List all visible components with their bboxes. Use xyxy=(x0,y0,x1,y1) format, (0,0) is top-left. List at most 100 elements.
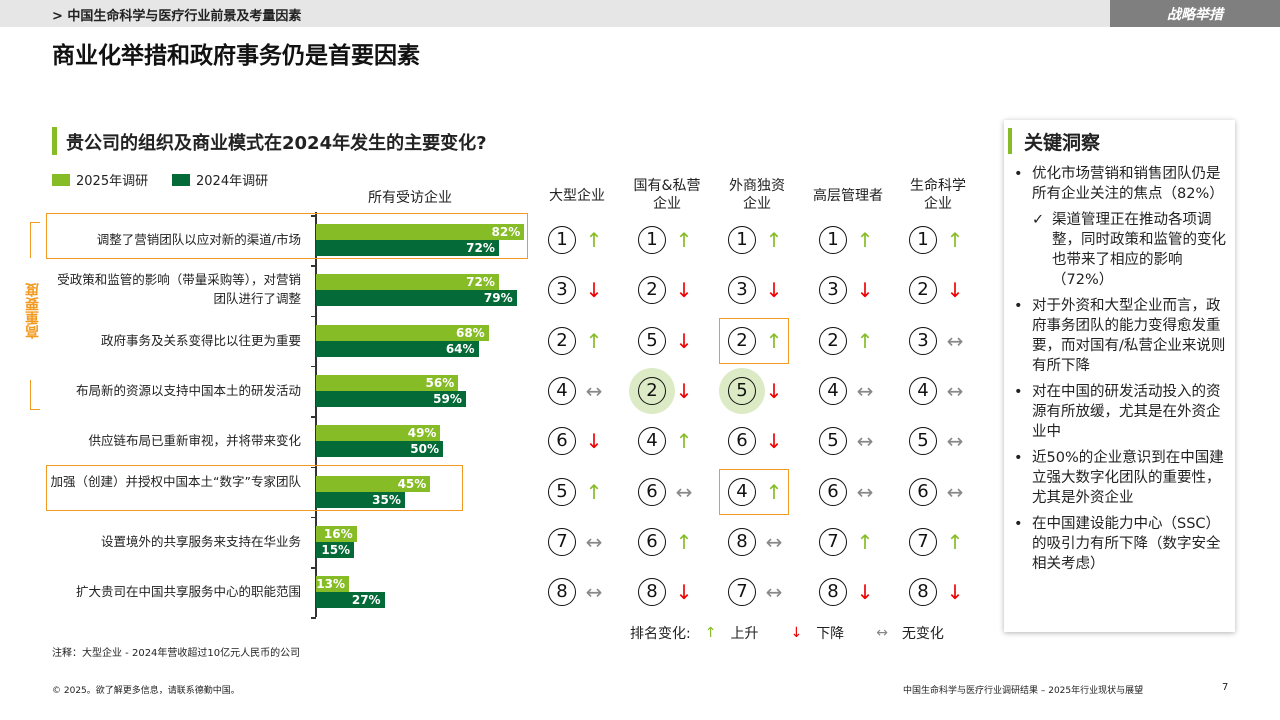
rank-badge: 5 xyxy=(819,427,847,456)
rank-badge: 4 xyxy=(548,376,576,405)
rank-badge: 5 xyxy=(638,326,666,355)
no-change-icon: ↔ xyxy=(946,479,964,504)
no-change-icon: ↔ xyxy=(585,378,603,403)
no-change-icon: ↔ xyxy=(946,328,964,353)
rank-badge: 2 xyxy=(819,326,847,355)
no-change-icon: ↔ xyxy=(946,429,964,454)
insight-item: 优化市场营销和销售团队仍是所有企业关注的焦点（82%） xyxy=(1012,164,1234,204)
breadcrumb: > 中国生命科学与医疗行业前景及考量因素 xyxy=(0,0,1110,27)
up-arrow-icon: ↑ xyxy=(856,228,874,252)
insight-item: 对在中国的研发活动投入的资源有所放缓，尤其是在外资企业中 xyxy=(1012,382,1234,442)
up-arrow-icon: ↑ xyxy=(856,529,874,554)
importance-label: 高重要度 xyxy=(25,283,41,339)
axis-tick xyxy=(311,265,316,267)
no-change-icon: ↔ xyxy=(946,378,964,403)
bracket-top xyxy=(30,222,40,258)
legend-up: 上升 xyxy=(730,626,759,642)
bracket-bottom xyxy=(30,380,40,410)
legend-label: 2025年调研 xyxy=(76,174,149,189)
footnote: 注释：大型企业 - 2024年营收超过10亿元人民币的公司 xyxy=(52,648,301,659)
accent-bar xyxy=(1008,128,1012,154)
up-arrow-icon: ↑ xyxy=(946,228,964,252)
up-arrow-icon: ↑ xyxy=(765,228,783,252)
no-change-icon: ↔ xyxy=(856,479,874,504)
rank-badge: 1 xyxy=(638,226,666,254)
insights-panel: 关键洞察 优化市场营销和销售团队仍是所有企业关注的焦点（82%） 渠道管理正在推动… xyxy=(1004,120,1235,632)
column-header: 外商独资 企业 xyxy=(729,178,785,212)
rank-badge: 2 xyxy=(909,276,937,305)
rank-badge: 8 xyxy=(728,527,756,556)
down-arrow-icon: ↓ xyxy=(856,580,874,605)
rank-badge: 4 xyxy=(909,376,937,405)
rank-badge: 6 xyxy=(638,477,666,506)
legend-same: 无变化 xyxy=(901,626,944,642)
rank-badge: 1 xyxy=(819,226,847,254)
down-arrow-icon: ↓ xyxy=(585,429,603,454)
highlight-box xyxy=(719,317,789,364)
legend-swatch xyxy=(52,173,70,186)
down-arrow-icon: ↓ xyxy=(765,429,783,454)
rank-badge: 7 xyxy=(728,578,756,607)
rank-badge: 4 xyxy=(638,427,666,456)
legend-2024: 2024年调研 xyxy=(172,170,268,189)
copyright: © 2025。欲了解更多信息，请联系德勤中国。 xyxy=(52,686,240,696)
rank-legend: 排名变化: ↑ 上升 ↓ 下降 ↔ 无变化 xyxy=(630,623,944,643)
rank-badge: 8 xyxy=(819,578,847,607)
insight-item: 对于外资和大型企业而言，政府事务团队的能力变得愈发重要，而对国有/私营企业来说则… xyxy=(1012,296,1234,376)
bar-2024: 35% xyxy=(316,491,405,508)
rank-badge: 8 xyxy=(909,578,937,607)
category-label: 设置境外的共享服务来支持在华业务 xyxy=(100,533,301,549)
rank-badge: 5 xyxy=(728,376,756,405)
axis-tick xyxy=(311,416,316,418)
no-change-icon: ↔ xyxy=(675,479,693,504)
axis-tick xyxy=(311,315,316,318)
insights-list: 优化市场营销和销售团队仍是所有企业关注的焦点（82%） 渠道管理正在推动各项调整，… xyxy=(1012,164,1234,580)
rank-badge: 5 xyxy=(548,477,576,506)
bar-2025: 45% xyxy=(316,475,431,492)
bar-2025: 56% xyxy=(316,374,459,391)
down-arrow-icon: ↓ xyxy=(675,328,693,353)
up-arrow-icon: ↑ xyxy=(675,228,693,252)
column-header: 高层管理者 xyxy=(813,188,883,204)
rank-badge: 8 xyxy=(638,578,666,607)
rank-badge: 3 xyxy=(728,276,756,305)
rank-badge: 6 xyxy=(728,427,756,456)
column-header: 国有&私营 企业 xyxy=(633,178,701,212)
category-label: 供应链布局已重新审视，并将带来变化 xyxy=(88,433,301,449)
category-label: 扩大贵司在中国共享服务中心的职能范围 xyxy=(75,584,301,600)
bar-2025: 68% xyxy=(316,324,489,341)
rank-badge: 1 xyxy=(728,226,756,254)
rank-badge: 8 xyxy=(548,578,576,607)
bar-2025: 49% xyxy=(316,425,441,442)
bar-2025: 13% xyxy=(316,576,350,593)
legend-label: 2024年调研 xyxy=(196,174,269,189)
column-title: 所有受访企业 xyxy=(368,190,452,206)
insight-item: 近50%的企业意识到在中国建立强大数字化团队的重要性，尤其是外资企业 xyxy=(1012,448,1234,508)
insights-title: 关键洞察 xyxy=(1024,132,1101,154)
no-change-icon: ↔ xyxy=(765,580,783,605)
bar-2024: 72% xyxy=(316,240,499,256)
rank-badge: 4 xyxy=(819,376,847,405)
up-arrow-icon: ↑ xyxy=(704,625,717,641)
category-label: 政府事务及关系变得比以往更为重要 xyxy=(100,332,301,348)
rank-badge: 2 xyxy=(548,326,576,355)
category-label: 加强（创建）并授权中国本土“数字”专家团队 xyxy=(50,473,301,489)
rank-badge: 2 xyxy=(638,276,666,305)
axis-tick xyxy=(311,466,316,468)
category-label: 布局新的资源以支持中国本土的研发活动 xyxy=(75,382,301,398)
rank-badge: 3 xyxy=(548,276,576,305)
no-change-icon: ↔ xyxy=(856,378,874,403)
down-arrow-icon: ↓ xyxy=(675,378,693,403)
rank-badge: 7 xyxy=(548,527,576,556)
rank-badge: 6 xyxy=(819,477,847,506)
down-arrow-icon: ↓ xyxy=(765,278,783,303)
axis-tick xyxy=(311,617,316,619)
up-arrow-icon: ↑ xyxy=(765,479,783,504)
rank-badge: 3 xyxy=(819,276,847,305)
axis-tick xyxy=(311,365,316,368)
legend-down: 下降 xyxy=(816,626,845,642)
chart-title: 贵公司的组织及商业模式在2024年发生的主要变化? xyxy=(66,133,487,154)
rank-badge: 2 xyxy=(728,326,756,355)
up-arrow-icon: ↑ xyxy=(946,529,964,554)
bar-2024: 15% xyxy=(316,541,355,558)
